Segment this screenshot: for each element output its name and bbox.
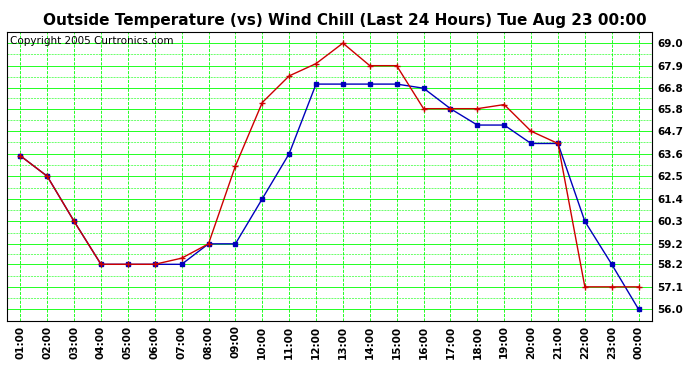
Text: Outside Temperature (vs) Wind Chill (Last 24 Hours) Tue Aug 23 00:00: Outside Temperature (vs) Wind Chill (Las… [43,13,647,28]
Text: Copyright 2005 Curtronics.com: Copyright 2005 Curtronics.com [10,36,174,46]
